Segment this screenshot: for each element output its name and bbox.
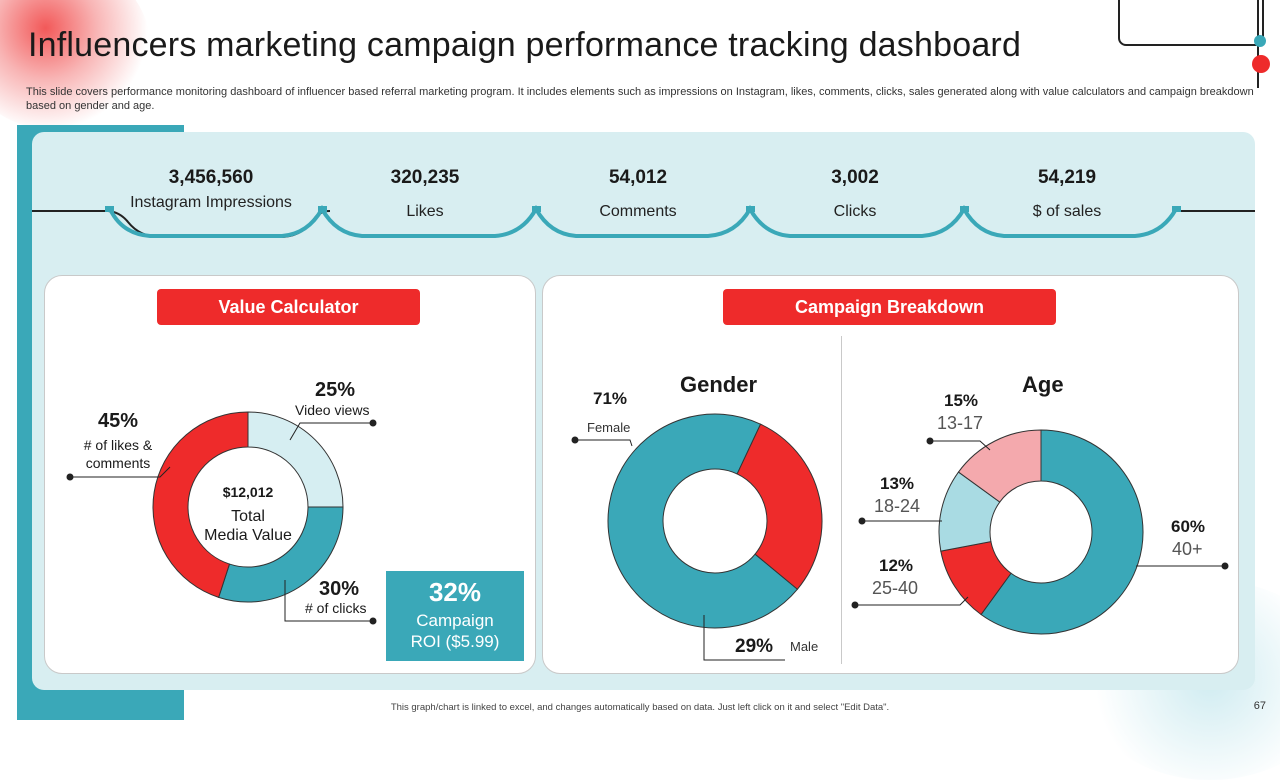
total-media-label-2: Media Value (204, 527, 292, 544)
roi-label-2: ROI ($5.99) (410, 632, 500, 651)
footer-note: This graph/chart is linked to excel, and… (390, 702, 890, 713)
male-label: Male (790, 639, 819, 654)
age-25-40-label: 25-40 (872, 578, 919, 598)
total-media-value: $12,012 (222, 484, 274, 500)
breakdown-divider (841, 336, 842, 664)
clicks-label: # of clicks (305, 600, 367, 616)
kpi-likes-value: 320,235 (390, 167, 460, 188)
age-18-24-label: 18-24 (874, 496, 921, 516)
age-13-17-label: 13-17 (937, 413, 984, 433)
male-pct: 29% (735, 636, 774, 657)
donut-slice-male (736, 423, 823, 590)
teal-dot-icon (1254, 35, 1266, 47)
age-40plus-pct: 60% (1171, 517, 1206, 536)
age-title: Age (1022, 372, 1064, 397)
gender-donut (607, 413, 823, 629)
kpi-likes-label: Likes (406, 203, 444, 220)
kpi-comments-label: Comments (599, 203, 677, 220)
donut-slice--of-clicks (218, 506, 344, 603)
gender-title: Gender (680, 372, 758, 397)
roi-value: 32% (428, 577, 482, 607)
donut-slice-female (607, 413, 799, 629)
value-calculator-header: Value Calculator (157, 289, 420, 325)
female-pct: 71% (593, 389, 628, 408)
kpi-clicks-value: 3,002 (831, 167, 879, 188)
age-donut (938, 429, 1144, 635)
kpi-impressions-value: 3,456,560 (168, 167, 254, 188)
donut-slice--of-likes-comments (152, 411, 249, 598)
age-18-24-pct: 13% (880, 474, 915, 493)
corner-frame (1118, 0, 1264, 46)
roi-label-1: Campaign (416, 611, 494, 630)
value-calculator-donut (152, 411, 344, 603)
kpi-clicks-label: Clicks (833, 203, 877, 220)
campaign-breakdown-header: Campaign Breakdown (723, 289, 1056, 325)
page-number: 67 (1253, 700, 1266, 712)
campaign-roi-box: 32% Campaign ROI ($5.99) (386, 571, 524, 661)
likes-comments-pct: 45% (98, 410, 139, 432)
donut-slice-40- (980, 429, 1144, 635)
likes-comments-label-1: # of likes & (83, 437, 153, 453)
female-label: Female (587, 420, 631, 435)
age-25-40-pct: 12% (879, 556, 914, 575)
video-views-label: Video views (295, 402, 370, 418)
page-title: Influencers marketing campaign performan… (28, 26, 1022, 64)
total-media-label-1: Total (231, 508, 265, 525)
video-views-pct: 25% (315, 379, 356, 401)
age-13-17-pct: 15% (944, 391, 979, 410)
kpi-sales-label: $ of sales (1032, 203, 1102, 220)
kpi-sales-value: 54,219 (1037, 167, 1097, 188)
kpi-wave-line (32, 204, 1255, 238)
clicks-pct: 30% (319, 578, 360, 600)
kpi-comments-value: 54,012 (608, 167, 668, 188)
leader-lines (66, 419, 1229, 661)
age-40plus-label: 40+ (1172, 539, 1203, 559)
likes-comments-label-2: comments (85, 455, 151, 471)
kpi-impressions-label: Instagram Impressions (130, 194, 292, 211)
red-dot-icon (1252, 55, 1270, 73)
donut-slice-13-17 (957, 429, 1042, 503)
page-subtitle: This slide covers performance monitoring… (26, 86, 1254, 112)
